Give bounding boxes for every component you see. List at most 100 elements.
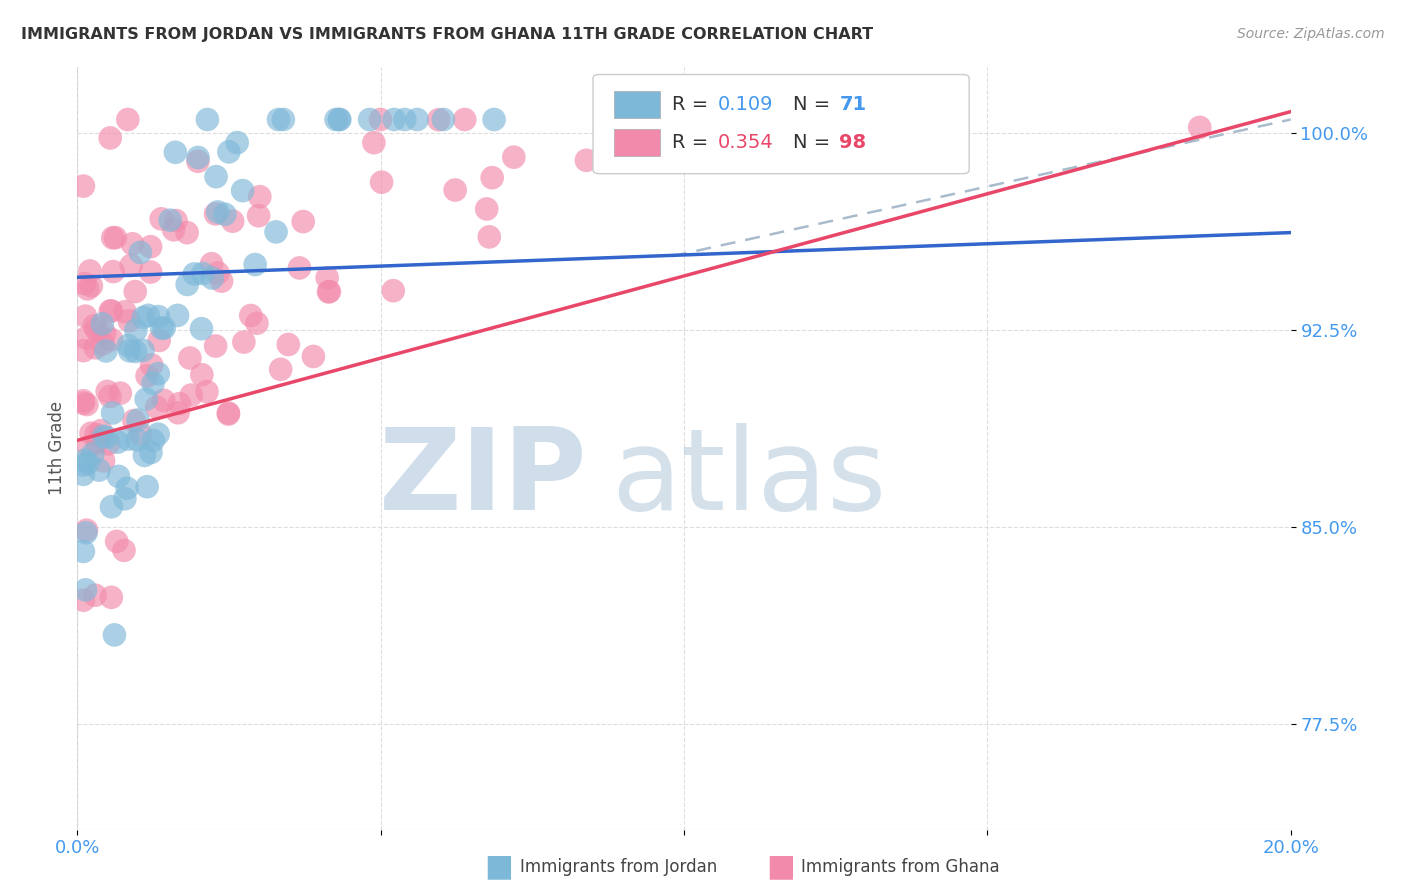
Point <box>83 318 105 333</box>
Point <box>93 454 115 468</box>
Point <box>100 500 122 514</box>
Point <box>72 544 94 558</box>
Text: R =: R = <box>672 133 714 152</box>
Point <box>141 358 163 372</box>
Point <box>270 362 292 376</box>
Point <box>76 523 98 537</box>
Point <box>207 205 229 219</box>
Text: Immigrants from Ghana: Immigrants from Ghana <box>801 858 1000 876</box>
Point <box>148 334 170 348</box>
Point <box>117 112 139 127</box>
Point <box>190 321 212 335</box>
Point <box>86 435 108 450</box>
Point <box>129 245 152 260</box>
Point <box>94 343 117 358</box>
Point <box>482 112 505 127</box>
Point <box>163 223 186 237</box>
Point <box>370 112 392 127</box>
Point <box>100 304 122 318</box>
Point <box>187 151 209 165</box>
Point <box>132 310 155 325</box>
Point <box>87 463 110 477</box>
Point <box>152 393 174 408</box>
Point <box>204 207 226 221</box>
Point <box>148 367 170 381</box>
Point <box>98 131 121 145</box>
Point <box>217 406 239 420</box>
Text: 0.354: 0.354 <box>718 133 773 152</box>
Point <box>117 338 139 352</box>
Point <box>77 440 100 454</box>
Point <box>191 267 214 281</box>
FancyBboxPatch shape <box>593 75 969 174</box>
Point <box>107 435 129 450</box>
Point <box>249 190 271 204</box>
Point <box>150 211 173 226</box>
Point <box>79 264 101 278</box>
Point <box>166 309 188 323</box>
Point <box>478 230 501 244</box>
Point <box>165 145 187 160</box>
Point <box>232 334 254 349</box>
Point <box>150 321 173 335</box>
Point <box>179 351 201 365</box>
Point <box>148 310 170 324</box>
Point <box>73 453 96 467</box>
Point <box>91 317 114 331</box>
Point <box>124 344 146 359</box>
Text: 98: 98 <box>839 133 866 152</box>
Point <box>432 112 454 127</box>
Point <box>146 427 169 442</box>
Point <box>80 426 103 441</box>
Text: atlas: atlas <box>612 423 886 534</box>
Point <box>75 525 97 540</box>
Point <box>325 112 347 127</box>
Point <box>226 136 249 150</box>
Point <box>277 337 299 351</box>
Point <box>318 285 340 299</box>
Point <box>96 384 118 399</box>
Text: R =: R = <box>672 95 714 114</box>
Point <box>136 309 159 323</box>
Point <box>247 209 270 223</box>
Point <box>93 429 115 443</box>
Point <box>481 170 503 185</box>
Point <box>444 183 467 197</box>
Point <box>159 213 181 227</box>
Point <box>118 343 141 358</box>
Point <box>84 341 107 355</box>
Text: Immigrants from Jordan: Immigrants from Jordan <box>520 858 717 876</box>
Point <box>121 236 143 251</box>
Point <box>84 588 107 602</box>
Point <box>73 277 96 291</box>
Point <box>139 265 162 279</box>
Point <box>98 304 121 318</box>
Point <box>243 258 266 272</box>
Point <box>100 591 122 605</box>
Y-axis label: 11th Grade: 11th Grade <box>48 401 66 495</box>
Point <box>292 214 315 228</box>
Point <box>118 314 141 328</box>
Point <box>142 434 165 448</box>
Point <box>103 264 125 278</box>
Point <box>122 413 145 427</box>
Text: ■: ■ <box>766 853 794 881</box>
Point <box>125 323 148 337</box>
Point <box>103 628 125 642</box>
Point <box>302 350 325 364</box>
Point <box>191 368 214 382</box>
Text: IMMIGRANTS FROM JORDAN VS IMMIGRANTS FROM GHANA 11TH GRADE CORRELATION CHART: IMMIGRANTS FROM JORDAN VS IMMIGRANTS FRO… <box>21 27 873 42</box>
Point <box>328 112 350 127</box>
Point <box>139 240 162 254</box>
Point <box>475 202 498 216</box>
FancyBboxPatch shape <box>613 91 659 118</box>
Point <box>502 150 524 164</box>
Point <box>214 207 236 221</box>
Point <box>72 343 94 358</box>
Point <box>427 112 450 127</box>
Point <box>97 437 120 451</box>
Point <box>76 282 98 296</box>
Point <box>132 343 155 358</box>
Point <box>120 259 142 273</box>
Point <box>273 112 295 127</box>
